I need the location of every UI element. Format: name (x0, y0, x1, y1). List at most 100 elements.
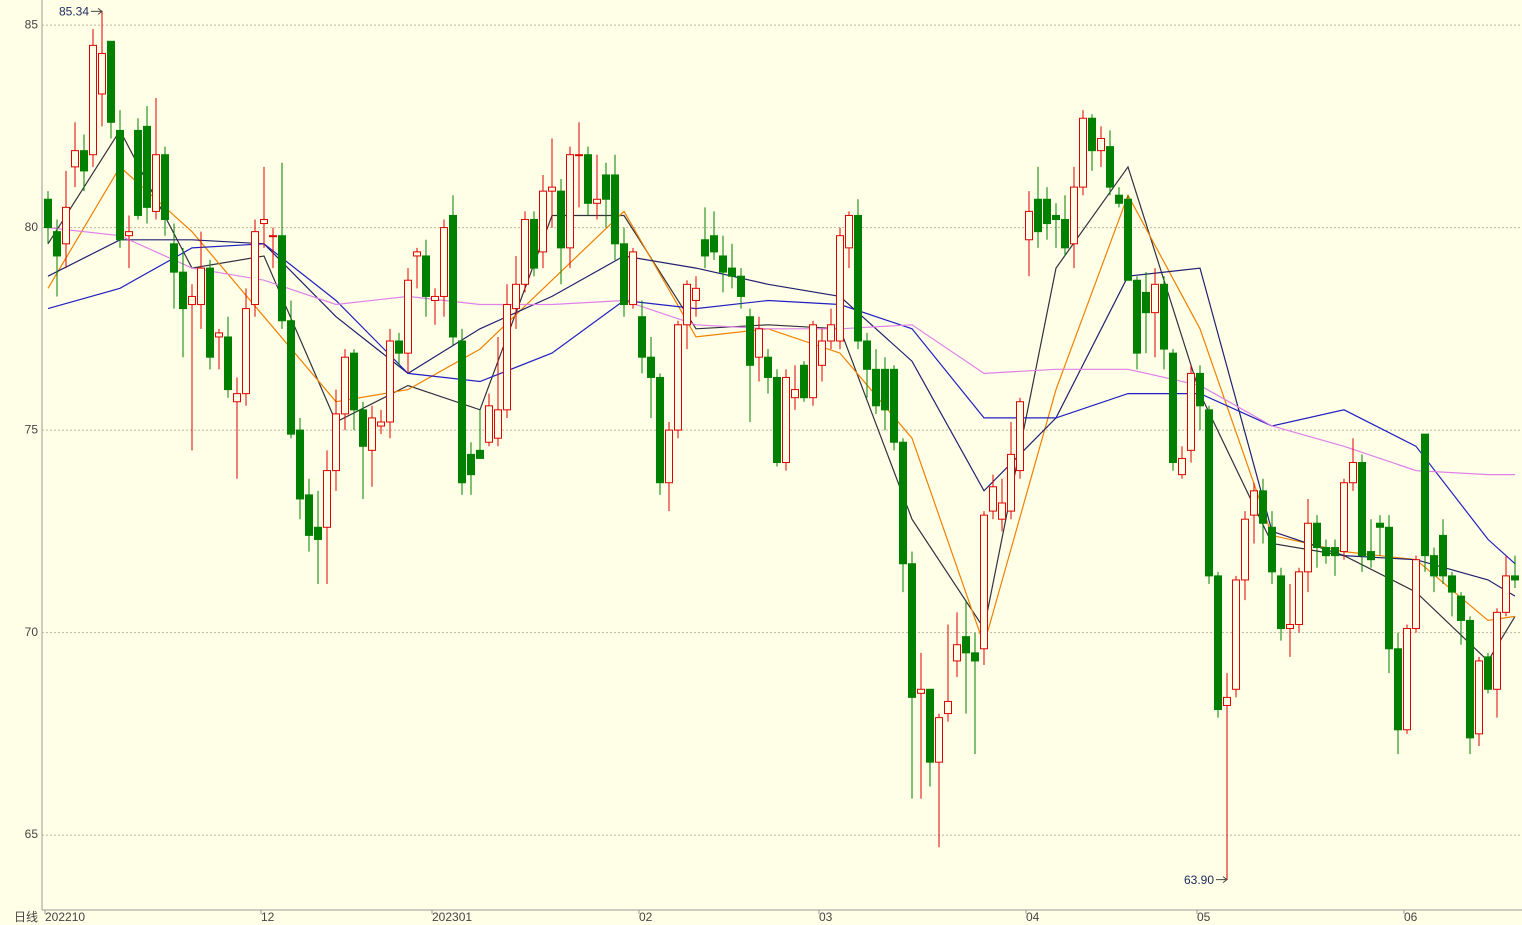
candle-body (953, 644, 961, 662)
candle-body (323, 470, 331, 528)
candle-body (377, 421, 385, 427)
x-tick-label: 202210 (45, 910, 85, 924)
candle-body (899, 441, 907, 565)
candle-body (710, 235, 718, 253)
candle-body (1457, 595, 1465, 621)
candle-body (125, 231, 133, 237)
y-tick-label: 65 (25, 827, 39, 841)
candle-body (62, 206, 70, 245)
candle-body (584, 154, 592, 204)
candle-body (89, 44, 97, 156)
candle-body (1493, 611, 1501, 690)
candle-body (116, 129, 124, 241)
y-tick-label: 75 (25, 422, 39, 436)
candle-body (674, 324, 682, 431)
candle-body (548, 186, 556, 192)
candle-body (683, 283, 691, 326)
candle-body (926, 688, 934, 763)
candle-body (593, 198, 601, 204)
candle-body (260, 219, 268, 225)
candle-body (1259, 490, 1267, 524)
candle-body (620, 243, 628, 306)
candle-body (1241, 518, 1249, 581)
candle-body (782, 376, 790, 463)
candle-body (314, 526, 322, 540)
candle-body (1052, 214, 1060, 221)
candle-body (746, 316, 754, 366)
candle-body (242, 308, 250, 395)
candle-body (1097, 138, 1105, 152)
candle-body (1061, 219, 1069, 249)
x-tick-label: 202301 (432, 910, 472, 924)
candle-body (422, 255, 430, 297)
candle-body (440, 227, 448, 297)
candle-body (1313, 522, 1321, 549)
candle-body (980, 514, 988, 650)
candle-body (485, 405, 493, 443)
candle-body (161, 154, 169, 221)
annotation-label: 63.90 (1184, 873, 1214, 887)
candle-body (1385, 526, 1393, 650)
candle-body (368, 417, 376, 451)
candle-body (386, 340, 394, 423)
candle-body (332, 413, 340, 472)
candle-body (476, 449, 484, 459)
candle-body (719, 255, 727, 273)
candle-body (962, 636, 970, 654)
candle-body (1187, 372, 1195, 451)
moving-average (47, 227, 1515, 476)
candle-body (1439, 534, 1447, 577)
candle-body (1340, 482, 1348, 553)
candle-body (521, 219, 529, 285)
candle-body (71, 150, 79, 168)
candle-body (197, 267, 205, 306)
candle-body (1214, 575, 1222, 711)
candle-body (1106, 146, 1114, 188)
candle-body (998, 502, 1006, 520)
candle-body (1511, 575, 1519, 581)
candle-body (449, 214, 457, 338)
candle-body (908, 563, 916, 698)
candle-body (413, 251, 421, 257)
candle-body (1430, 555, 1438, 577)
candle-body (1412, 559, 1420, 630)
candle-body (458, 340, 466, 484)
candle-body (305, 494, 313, 536)
candle-body (1322, 547, 1330, 557)
candle-body (1250, 490, 1258, 516)
candle-body (1358, 461, 1366, 557)
candle-body (836, 235, 844, 342)
candle-body (1304, 522, 1312, 573)
candle-body (107, 40, 115, 123)
candle-body (98, 52, 106, 95)
candle-body (1205, 409, 1213, 577)
candle-body (503, 304, 511, 411)
candle-body (1223, 696, 1231, 706)
y-tick-label: 70 (25, 625, 39, 639)
candle-body (602, 174, 610, 200)
x-tick-label: 04 (1026, 910, 1040, 924)
y-tick-label: 85 (25, 17, 39, 31)
candle-body (215, 332, 223, 338)
candle-body (809, 324, 817, 399)
candle-body (494, 409, 502, 439)
candle-body (350, 352, 358, 411)
candle-body (764, 356, 772, 378)
candle-body (44, 198, 52, 229)
candle-body (989, 486, 997, 512)
candle-body (971, 652, 979, 662)
candle-body (1025, 210, 1033, 241)
candle-body (800, 364, 808, 399)
candle-body (134, 129, 142, 216)
period-label: 日线 (14, 910, 38, 924)
candle-body (1277, 575, 1285, 630)
candle-body (251, 231, 259, 306)
candle-body (917, 688, 925, 694)
candle-body (1268, 526, 1276, 573)
candle-body (530, 219, 538, 269)
candle-body (1016, 401, 1024, 472)
candle-body (1088, 117, 1096, 152)
candle-body (233, 393, 241, 403)
candle-body (1178, 457, 1186, 476)
